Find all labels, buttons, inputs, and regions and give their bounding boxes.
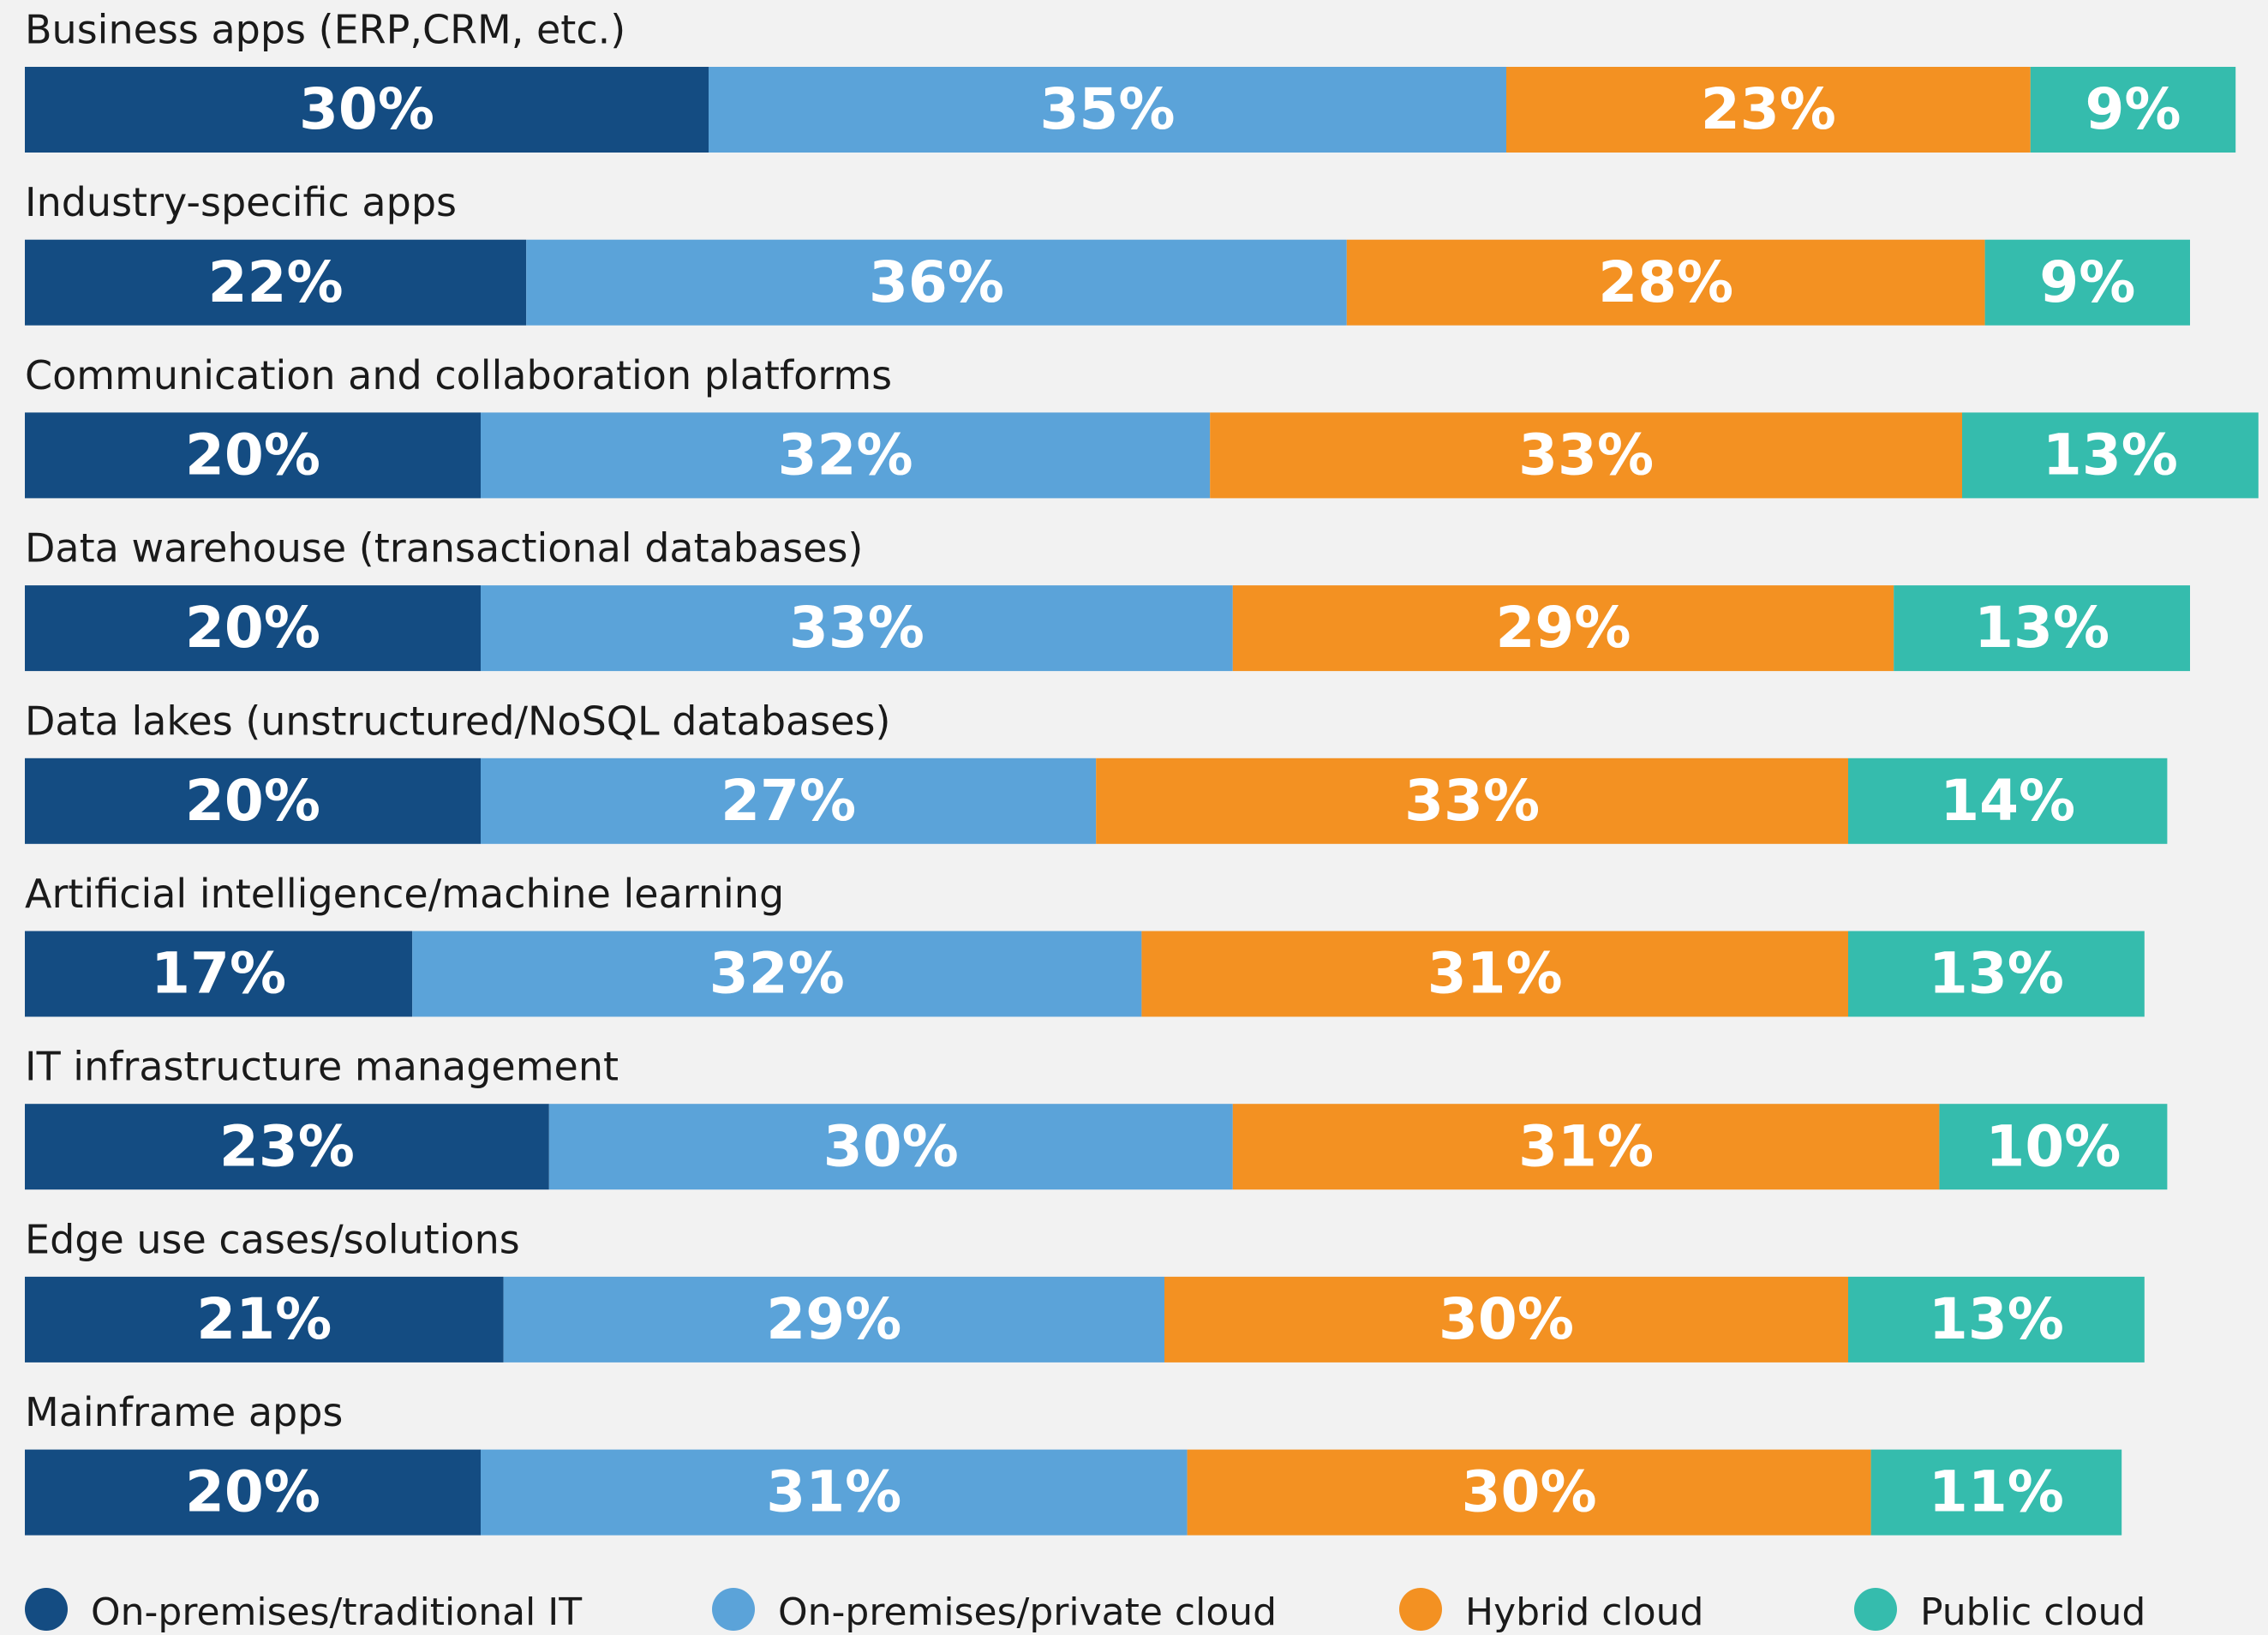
bar-segment	[25, 67, 709, 153]
bar-segment	[1232, 1104, 1940, 1190]
value-label: 21%	[196, 1286, 332, 1352]
value-label: 9%	[2085, 76, 2181, 142]
legend-swatch	[25, 1588, 68, 1631]
value-label: 9%	[2039, 249, 2135, 315]
bar-segment	[1187, 1449, 1871, 1536]
value-label: 30%	[823, 1113, 959, 1179]
value-label: 17%	[151, 941, 286, 1007]
legend-swatch	[712, 1588, 755, 1631]
category-label: IT infrastructure management	[25, 1044, 619, 1090]
value-label: 13%	[1974, 595, 2109, 661]
value-label: 30%	[1439, 1286, 1574, 1352]
bar-segment	[2030, 67, 2236, 153]
bar-segment	[481, 1449, 1188, 1536]
bar-segment	[1164, 1276, 1848, 1362]
bar-segment	[1984, 239, 2190, 326]
bar-segment	[1939, 1104, 2168, 1190]
legend-label: On-premises/private cloud	[778, 1590, 1277, 1634]
bar-segment	[412, 931, 1142, 1017]
category-label: Industry-specific apps	[25, 179, 457, 225]
category-label: Communication and collaboration platform…	[25, 352, 892, 398]
value-label: 10%	[1985, 1113, 2121, 1179]
value-label: 20%	[185, 1459, 320, 1525]
category-label: Business apps (ERP,CRM, etc.)	[25, 7, 625, 53]
bar-segment	[481, 758, 1097, 844]
bar-segment	[1210, 412, 1962, 499]
bar-segment	[526, 239, 1347, 326]
value-label: 30%	[299, 76, 434, 142]
value-label: 13%	[1929, 941, 2064, 1007]
bar-segment	[25, 758, 481, 844]
bar-segment	[1894, 585, 2190, 672]
value-label: 33%	[1518, 422, 1654, 488]
value-label: 20%	[185, 595, 320, 661]
bar-segment	[1346, 239, 1985, 326]
bar-segment	[25, 1276, 504, 1362]
value-label: 20%	[185, 422, 320, 488]
bar-segment	[25, 585, 481, 672]
value-label: 33%	[789, 595, 925, 661]
value-label: 33%	[1404, 768, 1540, 834]
value-label: 32%	[709, 941, 845, 1007]
value-label: 23%	[1701, 76, 1836, 142]
value-label: 14%	[1940, 768, 2075, 834]
bar-segment	[503, 1276, 1164, 1362]
value-label: 11%	[1929, 1459, 2064, 1525]
value-label: 31%	[1427, 941, 1563, 1007]
value-label: 20%	[185, 768, 320, 834]
legend-swatch	[1399, 1588, 1442, 1631]
bar-segment	[1141, 931, 1848, 1017]
bar-segment	[548, 1104, 1233, 1190]
bar-segment	[1506, 67, 2031, 153]
value-label: 13%	[2043, 422, 2178, 488]
bar-segment	[25, 239, 527, 326]
bar-segment	[1870, 1449, 2122, 1536]
legend-label: Public cloud	[1920, 1590, 2145, 1634]
bar-segment	[709, 67, 1506, 153]
bar-segment	[1848, 931, 2145, 1017]
legend-label: On-premises/traditional IT	[91, 1590, 582, 1634]
value-label: 28%	[1598, 249, 1733, 315]
category-label: Artificial intelligence/machine learning	[25, 871, 784, 917]
value-label: 22%	[208, 249, 344, 315]
legend-label: Hybrid cloud	[1465, 1590, 1703, 1634]
bar-segment	[1848, 1276, 2145, 1362]
value-label: 29%	[766, 1286, 901, 1352]
value-label: 29%	[1496, 595, 1631, 661]
category-label: Mainframe apps	[25, 1389, 343, 1435]
value-label: 36%	[869, 249, 1004, 315]
value-label: 27%	[721, 768, 856, 834]
bar-segment	[25, 1449, 481, 1536]
bar-segment	[1096, 758, 1848, 844]
value-label: 31%	[1518, 1113, 1654, 1179]
category-label: Edge use cases/solutions	[25, 1216, 520, 1262]
value-label: 31%	[766, 1459, 901, 1525]
value-label: 23%	[219, 1113, 355, 1179]
category-label: Data warehouse (transactional databases)	[25, 525, 863, 572]
bar-segment	[481, 412, 1211, 499]
value-label: 30%	[1462, 1459, 1597, 1525]
bar-segment	[1848, 758, 2168, 844]
category-label: Data lakes (unstructured/NoSQL databases…	[25, 698, 890, 744]
bar-segment	[25, 931, 413, 1017]
value-label: 13%	[1929, 1286, 2064, 1352]
value-label: 32%	[778, 422, 913, 488]
bar-segment	[1962, 412, 2259, 499]
bar-segment	[481, 585, 1233, 672]
bar-segment	[25, 1104, 549, 1190]
value-label: 35%	[1040, 76, 1176, 142]
legend-swatch	[1854, 1588, 1897, 1631]
bar-segment	[25, 412, 481, 499]
bar-segment	[1232, 585, 1894, 672]
